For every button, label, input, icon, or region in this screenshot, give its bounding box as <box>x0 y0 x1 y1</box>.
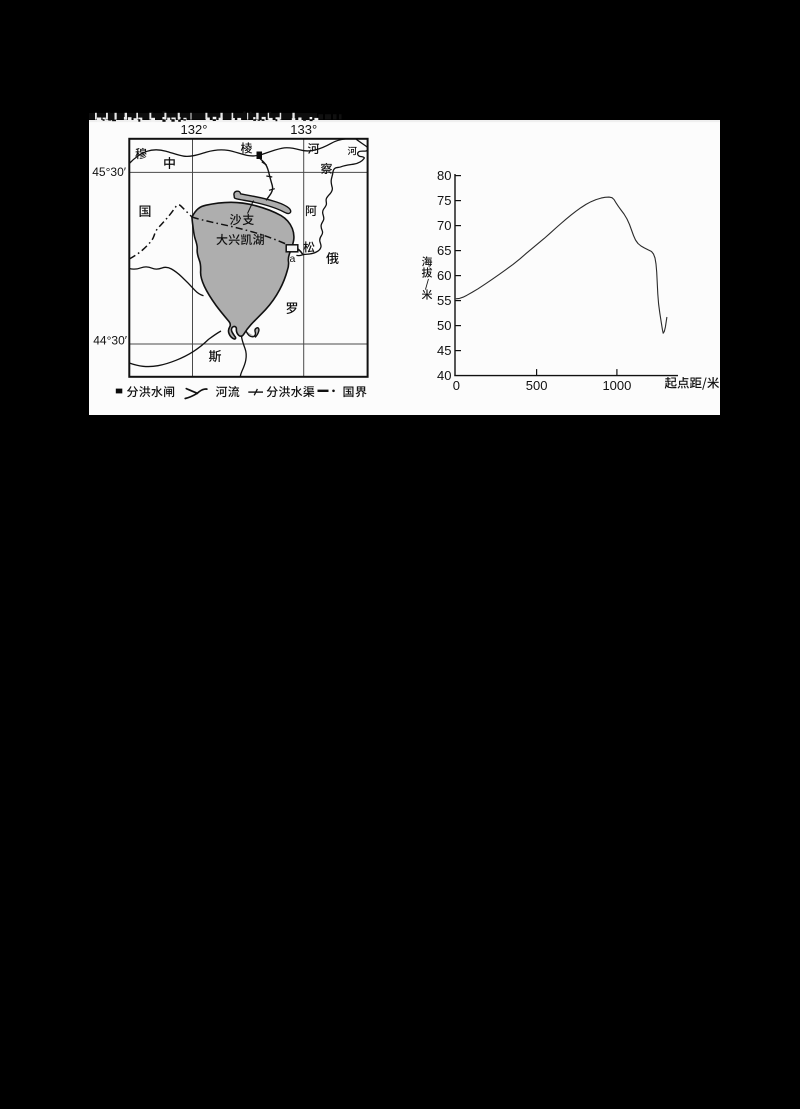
svg-text:132°: 132° <box>181 122 208 137</box>
svg-text:133°: 133° <box>290 122 317 137</box>
svg-text:75: 75 <box>437 193 451 208</box>
svg-text:70: 70 <box>437 218 451 233</box>
svg-text:55: 55 <box>437 293 451 308</box>
svg-text:1000: 1000 <box>602 378 631 393</box>
svg-text:500: 500 <box>526 378 548 393</box>
svg-text:45: 45 <box>437 343 451 358</box>
svg-text:80: 80 <box>437 168 451 183</box>
svg-text:40: 40 <box>437 368 451 383</box>
svg-text:45°30′: 45°30′ <box>92 165 126 179</box>
svg-text:44°30′: 44°30′ <box>93 334 127 348</box>
svg-text:0: 0 <box>453 378 460 393</box>
svg-text:65: 65 <box>437 243 451 258</box>
svg-text:60: 60 <box>437 268 451 283</box>
svg-text:a: a <box>290 253 296 265</box>
svg-text:50: 50 <box>437 318 451 333</box>
